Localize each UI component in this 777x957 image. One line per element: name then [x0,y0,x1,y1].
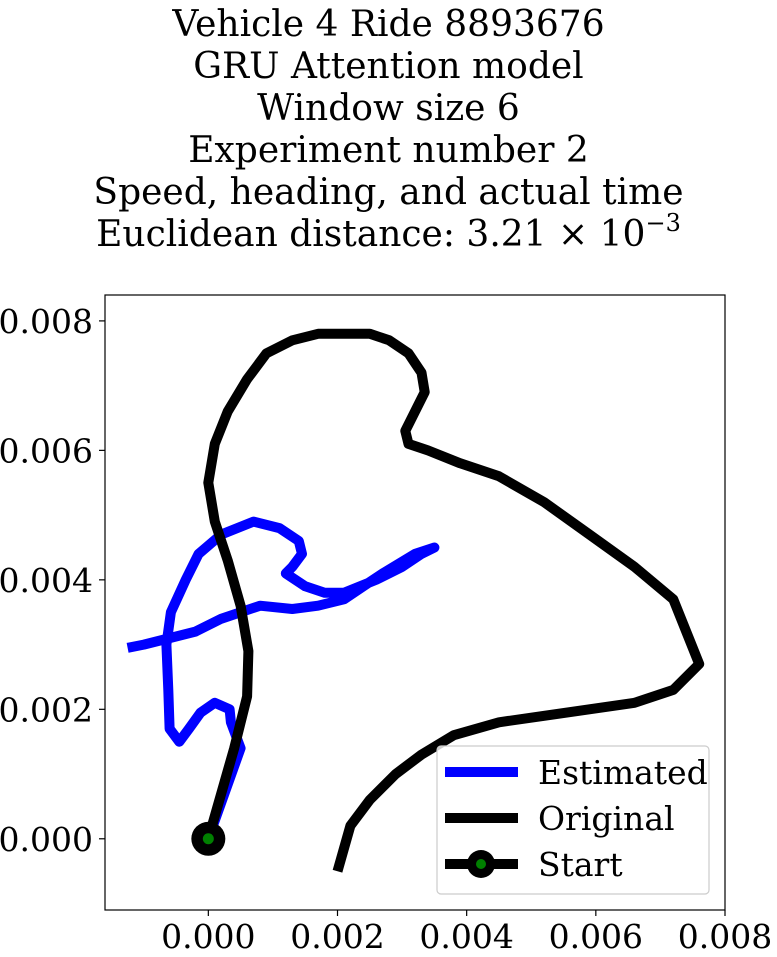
title-line-window: Window size 6 [257,88,520,129]
legend-label-estimated: Estimated [538,753,708,792]
plot-content [126,328,705,873]
legend-swatch-start-dot [476,859,486,869]
x-tick-label: 0.002 [290,917,384,956]
distance-exponent: −3 [645,209,681,237]
legend-box [436,745,710,895]
y-tick-label: 0.000 [0,820,93,859]
title-line-distance: Euclidean distance: 3.21 × 10−3 [0,211,777,256]
x-tick-label: 0.004 [419,917,513,956]
plot-area-frame [104,294,726,911]
series-line-estimated [126,516,440,841]
x-tick-label: 0.006 [549,917,643,956]
y-tick-label: 0.006 [0,431,93,470]
x-tick-label: 0.000 [161,917,255,956]
series-line-original [203,328,705,873]
y-axis: 0.000 0.002 0.004 0.006 0.008 [0,302,105,859]
y-tick-label: 0.004 [0,561,93,600]
legend: Estimated Original Start [436,745,710,895]
legend-label-original: Original [538,799,675,838]
chart-title: Vehicle 4 Ride 8893676 GRU Attention mod… [0,4,777,256]
title-line-experiment: Experiment number 2 [188,130,589,171]
legend-label-start: Start [538,845,623,884]
y-tick-label: 0.002 [0,690,93,729]
title-line-vehicle: Vehicle 4 Ride 8893676 [172,4,605,45]
title-line-features: Speed, heading, and actual time [93,172,684,213]
x-tick-label: 0.008 [678,917,772,956]
distance-multiplier: × 10 [558,214,646,255]
distance-label: Euclidean distance: 3.21 [96,214,547,255]
start-marker [202,833,214,845]
x-axis: 0.000 0.002 0.004 0.006 0.008 [161,910,772,956]
y-tick-label: 0.008 [0,302,93,341]
title-line-model: GRU Attention model [193,46,584,87]
